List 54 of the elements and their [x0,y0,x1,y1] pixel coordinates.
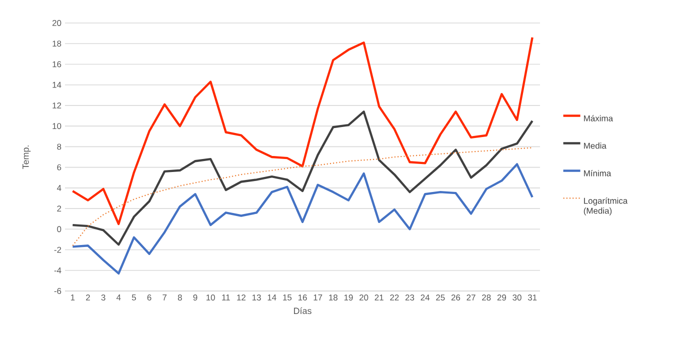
legend-label: Media [584,142,606,149]
y-tick-label: 8 [57,144,62,150]
y-tick-label: 10 [52,123,62,130]
x-tick-label: 19 [344,294,353,301]
legend-label: Máxima [584,115,614,122]
line-series [72,110,534,246]
x-tick-label: 22 [390,294,399,300]
x-tick-label: 30 [512,294,522,301]
x-tick-label: 25 [436,294,445,301]
x-tick-label: 23 [405,294,414,301]
y-tick-label: 14 [52,82,62,88]
x-tick-label: 11 [222,294,230,300]
x-tick-label: 4 [116,294,121,300]
x-tick-label: 21 [374,294,384,300]
x-tick-label: 27 [466,294,476,300]
x-tick-label: 24 [420,294,430,300]
x-tick-label: 31 [528,294,537,301]
y-tick-label: 16 [52,61,62,68]
y-tick-label: -4 [54,267,62,274]
x-tick-label: 12 [237,294,246,300]
x-tick-label: 16 [298,294,307,301]
y-tick-label: 0 [57,226,62,232]
x-tick-label: 6 [147,294,152,301]
x-axis-title: Días [294,307,312,314]
x-tick-label: 20 [360,294,368,301]
y-tick-label: 20 [52,20,62,26]
x-tick-label: 15 [283,294,292,300]
line-series [72,36,534,226]
y-tick-label: 6 [57,164,62,170]
legend-label: Mínima [584,170,612,176]
y-tick-label: 12 [52,102,62,108]
y-tick-label: -2 [54,246,62,253]
x-tick-label: 9 [193,294,198,301]
x-tick-label: 13 [252,294,261,301]
x-tick-label: 26 [451,294,460,301]
x-tick-label: 2 [86,294,90,300]
y-tick-label: -6 [54,288,62,294]
x-tick-label: 8 [178,294,182,301]
x-tick-label: 18 [329,294,338,301]
x-tick-label: 14 [268,294,276,300]
x-tick-label: 3 [101,294,106,301]
y-tick-label: 4 [56,185,62,191]
x-tick-label: 10 [206,294,215,301]
x-tick-label: 1 [70,294,75,300]
x-tick-label: 7 [162,294,167,300]
legend-label: Logarítmica (Media) [584,197,628,216]
x-tick-label: 17 [314,294,322,300]
y-tick-label: 2 [57,206,62,212]
x-tick-label: 29 [497,294,506,301]
line-series [72,163,534,275]
y-axis-title: Temp. [22,146,31,170]
y-tick-label: 18 [52,40,62,47]
x-tick-label: 28 [482,294,491,301]
x-tick-label: 5 [132,294,136,300]
